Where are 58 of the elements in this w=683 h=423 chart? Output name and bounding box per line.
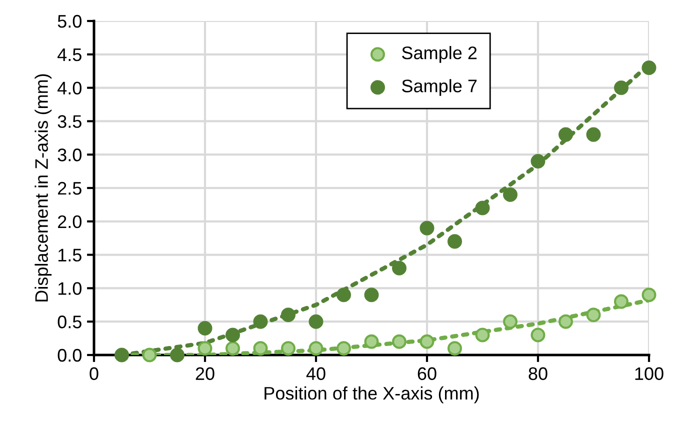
point: [364, 288, 379, 302]
y-tick-label: 2.0: [58, 215, 82, 228]
y-tick-label: 0.0: [58, 348, 82, 362]
point: [614, 80, 629, 96]
point: [253, 314, 268, 329]
legend-label: Sample 2: [402, 46, 477, 63]
x-tick-label: 100: [635, 367, 664, 380]
y-tick-label: 0.5: [58, 316, 82, 328]
point: [447, 341, 462, 356]
point: [198, 321, 212, 336]
point: [170, 348, 185, 362]
x-tick-label: 60: [418, 367, 436, 380]
y-axis-title: Displacement in Z-axis (mm): [34, 74, 52, 302]
point: [308, 341, 324, 356]
point: [530, 328, 546, 342]
point: [558, 314, 574, 329]
point: [420, 220, 434, 236]
point: [114, 348, 130, 362]
y-tick-label: 1.0: [58, 282, 82, 295]
point: [447, 234, 462, 249]
point: [364, 334, 379, 349]
point: [558, 127, 574, 142]
x-tick-label: 0: [90, 367, 98, 380]
point: [502, 314, 518, 329]
point: [530, 154, 546, 169]
y-tick-label: 4.5: [58, 48, 82, 62]
x-axis-title: Position of the X-axis (mm): [264, 386, 479, 404]
point: [336, 288, 352, 302]
point: [475, 200, 490, 216]
y-tick-label: 3.5: [58, 115, 82, 128]
point: [392, 260, 407, 276]
x-tick-label: 80: [528, 367, 548, 380]
point: [614, 294, 629, 309]
y-tick-label: 4.0: [58, 82, 82, 95]
point: [586, 308, 601, 322]
point: [642, 60, 656, 76]
y-tick-label: 2.5: [58, 182, 82, 195]
y-tick-label: 3.0: [58, 148, 82, 162]
x-tick-label: 20: [196, 367, 214, 380]
y-tick-label: 1.5: [58, 248, 82, 262]
legend-label: Sample 7: [402, 79, 477, 96]
point: [420, 334, 434, 349]
point: [253, 341, 268, 356]
point: [142, 348, 157, 362]
point: [336, 341, 352, 356]
point: [392, 334, 407, 349]
y-tick-label: 5.0: [58, 14, 82, 28]
point: [225, 341, 240, 356]
point: [225, 328, 240, 342]
point: [586, 127, 601, 142]
point: [308, 314, 324, 329]
point: [280, 341, 296, 356]
point: [475, 328, 490, 342]
point: [642, 288, 656, 302]
point: [280, 308, 296, 322]
point: [502, 187, 518, 202]
point: [198, 341, 212, 356]
x-tick-label: 40: [306, 367, 326, 380]
